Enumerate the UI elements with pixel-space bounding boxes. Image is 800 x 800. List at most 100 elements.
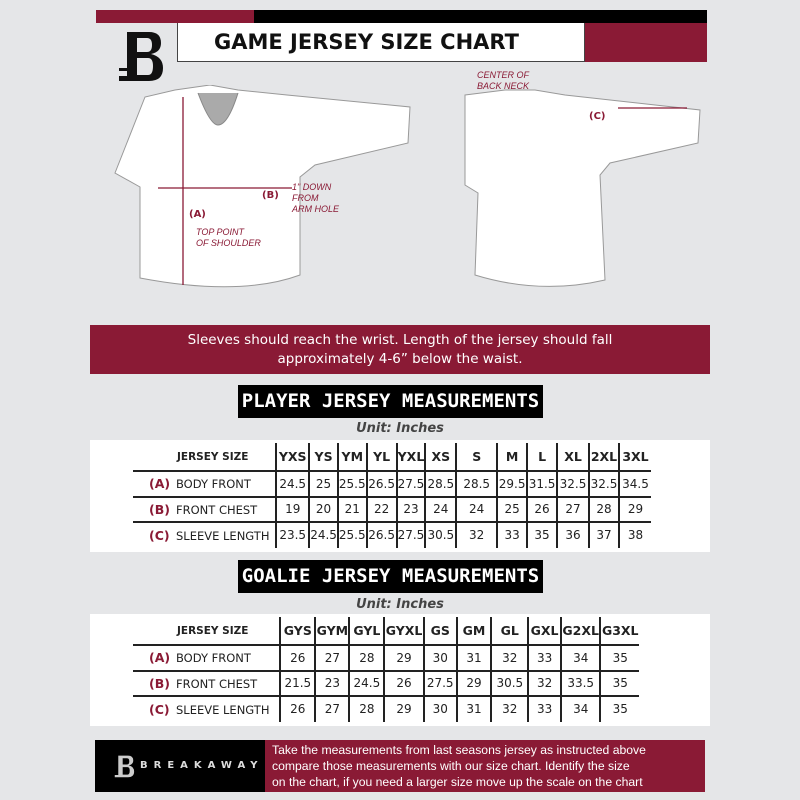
label-c: (C): [589, 111, 606, 122]
player-section-title: PLAYER JERSEY MEASUREMENTS: [238, 385, 543, 418]
table-cell: 25.5: [337, 471, 368, 497]
size-column-header: GM: [456, 617, 493, 645]
table-cell: 31: [456, 696, 493, 722]
breakaway-small-logo-icon: [114, 755, 135, 778]
title-accent-block: [585, 23, 707, 62]
row-label: (A) BODY FRONT: [133, 471, 278, 497]
table-cell: 25: [309, 471, 339, 497]
row-label: (C) SLEEVE LENGTH: [133, 522, 278, 548]
size-column-header: 2XL: [589, 443, 620, 471]
table-cell: 33.5: [560, 670, 602, 696]
size-column-header: S: [456, 443, 499, 471]
player-unit: Unit: Inches: [356, 421, 444, 436]
table-cell: 35: [527, 522, 559, 548]
table-cell: 26: [384, 670, 425, 696]
top-black-bar: [254, 10, 707, 23]
table-cell: 26: [280, 645, 317, 671]
table-cell: 24: [425, 496, 458, 522]
player-size-table: JERSEY SIZE YXS YS YM YL YXL XS S M L XL 2XL 3XL (A) B…: [133, 443, 651, 548]
table-cell: 27: [315, 696, 351, 722]
armhole-note: 1" DOWN FROM ARM HOLE: [292, 182, 340, 214]
size-column-header: G2XL: [560, 617, 602, 645]
collar-icon: [197, 92, 239, 126]
size-column-header: YXL: [396, 443, 427, 471]
size-column-header: GYL: [349, 617, 386, 645]
goalie-size-table: JERSEY SIZE GYS GYM GYL GYXL GS GM GL GXL G2XL G3X…: [133, 617, 639, 722]
table-cell: 30: [423, 645, 458, 671]
table-cell: 28: [349, 645, 386, 671]
table-cell: 33: [497, 522, 529, 548]
table-cell: 32.5: [557, 471, 590, 497]
table-cell: 32: [528, 670, 562, 696]
table-cell: 32: [456, 522, 499, 548]
table-row: (B) FRONT CHEST 21.5 23 24.5 26 27.5 29 30.5 32 33…: [133, 670, 639, 696]
table-cell: 35: [612, 676, 628, 691]
front-jersey-shape: [114, 85, 411, 288]
footer-brand: BREAKAWAY: [95, 740, 265, 792]
table-cell: 29: [456, 670, 493, 696]
table-cell: 27: [557, 496, 590, 522]
jersey-diagram: [114, 85, 701, 288]
table-cell: 19: [276, 496, 311, 522]
size-header: JERSEY SIZE: [133, 617, 282, 645]
table-cell: 26.5: [366, 471, 398, 497]
table-cell: 35: [612, 702, 628, 717]
table-cell: 27: [315, 645, 351, 671]
table-cell: 27.5: [423, 670, 458, 696]
size-column-header: L: [527, 443, 559, 471]
size-column-header: YM: [337, 443, 368, 471]
page-title: GAME JERSEY SIZE CHART: [214, 30, 519, 54]
table-cell: 29: [384, 645, 425, 671]
table-cell: 28: [349, 696, 386, 722]
table-cell: 34: [560, 696, 602, 722]
table-cell: 32: [491, 645, 530, 671]
table-cell: 30.5: [491, 670, 530, 696]
table-cell: 32: [491, 696, 530, 722]
table-cell: 23: [315, 670, 351, 696]
size-column-header: GL: [491, 617, 530, 645]
instructions-banner: Sleeves should reach the wrist. Length o…: [90, 325, 710, 374]
size-column-header: YS: [309, 443, 339, 471]
size-column-header: GYS: [280, 617, 317, 645]
table-cell: 31.5: [527, 471, 559, 497]
row-label: (A) BODY FRONT: [133, 645, 282, 671]
table-cell: 29: [384, 696, 425, 722]
table-row: (C) SLEEVE LENGTH 23.5 24.5 25.5 26.5 27.5 30.5…: [133, 522, 651, 548]
size-header: JERSEY SIZE: [133, 443, 278, 471]
table-cell: 36: [557, 522, 590, 548]
table-cell: 23: [396, 496, 427, 522]
table-cell: 26.5: [366, 522, 398, 548]
back-neck-note: CENTER OF BACK NECK: [477, 70, 530, 91]
breakaway-logo-icon: [119, 32, 163, 81]
back-jersey-shape: [464, 89, 701, 287]
size-column-header: YL: [366, 443, 398, 471]
table-cell: 30.5: [425, 522, 458, 548]
table-cell: 28: [589, 496, 620, 522]
table-row: (B) FRONT CHEST 19 20 21 22 23 24 24 25 26 27 28 29: [133, 496, 651, 522]
row-label: (B) FRONT CHEST: [133, 670, 282, 696]
table-cell: 29.5: [497, 471, 529, 497]
table-cell: 37: [589, 522, 620, 548]
table-cell: 26: [527, 496, 559, 522]
table-cell: 35: [612, 650, 628, 665]
top-accent-bar: [96, 10, 254, 23]
table-cell: 24: [456, 496, 499, 522]
goalie-section-title: GOALIE JERSEY MEASUREMENTS: [238, 560, 543, 593]
table-cell: 21: [337, 496, 368, 522]
table-cell: 23.5: [276, 522, 311, 548]
row-label: (B) FRONT CHEST: [133, 496, 278, 522]
table-row: (A) BODY FRONT 24.5 25 25.5 26.5 27.5 28.5 28.5 2…: [133, 471, 651, 497]
table-cell: 33: [528, 645, 562, 671]
table-cell: 27.5: [396, 471, 427, 497]
table-cell: 24.5: [276, 471, 311, 497]
label-b: (B): [262, 190, 279, 201]
table-header-row: JERSEY SIZE GYS GYM GYL GYXL GS GM GL GXL G2XL G3X…: [133, 617, 639, 645]
table-cell: 24.5: [309, 522, 339, 548]
size-column-header: GYXL: [384, 617, 425, 645]
title-box: GAME JERSEY SIZE CHART: [177, 23, 585, 62]
table-cell: 34: [560, 645, 602, 671]
footer-instructions: Take the measurements from last seasons …: [265, 740, 705, 792]
size-column-header: GYM: [315, 617, 351, 645]
table-cell: 30: [423, 696, 458, 722]
table-cell: 38: [627, 528, 644, 543]
